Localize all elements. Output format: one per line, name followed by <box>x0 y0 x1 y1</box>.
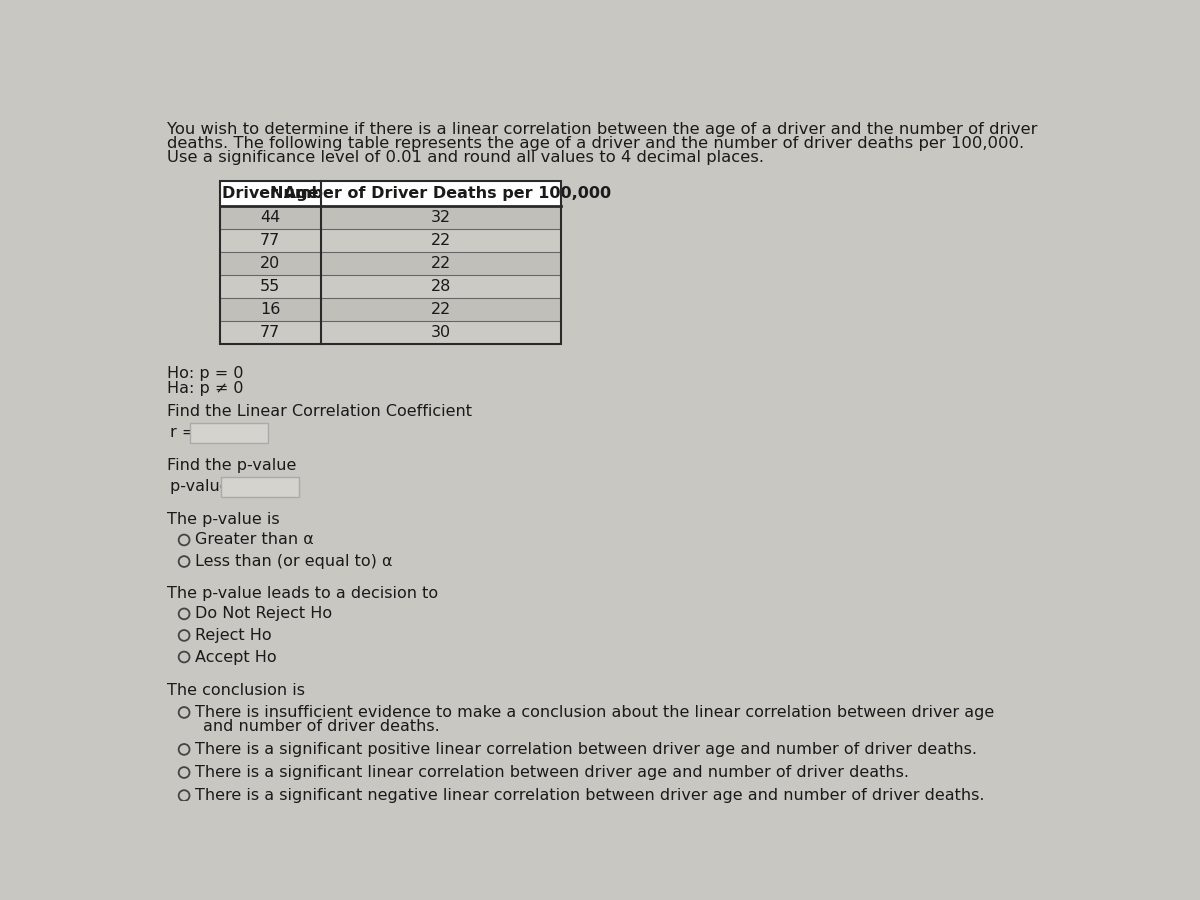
Text: 20: 20 <box>260 256 281 271</box>
Text: 77: 77 <box>260 233 281 248</box>
Text: 28: 28 <box>431 279 451 294</box>
Text: p-value =: p-value = <box>170 480 248 494</box>
Text: 32: 32 <box>431 210 451 225</box>
Text: Do Not Reject Ho: Do Not Reject Ho <box>194 607 332 621</box>
Text: The conclusion is: The conclusion is <box>167 683 305 698</box>
Bar <box>220 229 560 252</box>
Text: deaths. The following table represents the age of a driver and the number of dri: deaths. The following table represents t… <box>167 136 1024 150</box>
Bar <box>191 423 268 443</box>
Text: There is insufficient evidence to make a conclusion about the linear correlation: There is insufficient evidence to make a… <box>194 705 995 720</box>
Text: 16: 16 <box>260 302 281 317</box>
Text: There is a significant linear correlation between driver age and number of drive: There is a significant linear correlatio… <box>194 765 908 780</box>
Text: Ho: p = 0: Ho: p = 0 <box>167 366 244 381</box>
Text: 77: 77 <box>260 325 281 340</box>
Text: 30: 30 <box>431 325 451 340</box>
Bar <box>220 275 560 298</box>
Bar <box>220 206 560 229</box>
Text: 22: 22 <box>431 302 451 317</box>
Text: 22: 22 <box>431 233 451 248</box>
Bar <box>220 252 560 275</box>
Text: 22: 22 <box>431 256 451 271</box>
Text: Reject Ho: Reject Ho <box>194 628 271 643</box>
Bar <box>220 181 560 345</box>
Text: Find the p-value: Find the p-value <box>167 458 296 473</box>
Text: Greater than α: Greater than α <box>194 533 313 547</box>
Bar <box>220 321 560 345</box>
Text: Accept Ho: Accept Ho <box>194 650 276 664</box>
Text: The p-value leads to a decision to: The p-value leads to a decision to <box>167 586 438 601</box>
Text: Number of Driver Deaths per 100,000: Number of Driver Deaths per 100,000 <box>270 186 611 201</box>
Text: and number of driver deaths.: and number of driver deaths. <box>203 719 439 733</box>
Text: Use a significance level of 0.01 and round all values to 4 decimal places.: Use a significance level of 0.01 and rou… <box>167 149 764 165</box>
Text: 44: 44 <box>260 210 281 225</box>
Text: Find the Linear Correlation Coefficient: Find the Linear Correlation Coefficient <box>167 404 472 419</box>
Text: You wish to determine if there is a linear correlation between the age of a driv: You wish to determine if there is a line… <box>167 122 1038 137</box>
Text: There is a significant negative linear correlation between driver age and number: There is a significant negative linear c… <box>194 788 984 803</box>
Bar <box>220 298 560 321</box>
Text: There is a significant positive linear correlation between driver age and number: There is a significant positive linear c… <box>194 742 977 757</box>
Text: Driver Age: Driver Age <box>222 186 318 201</box>
Text: r =: r = <box>170 426 196 440</box>
Bar <box>220 181 560 206</box>
Bar <box>221 477 299 497</box>
Text: Ha: p ≠ 0: Ha: p ≠ 0 <box>167 382 244 396</box>
Text: The p-value is: The p-value is <box>167 512 280 527</box>
Text: 55: 55 <box>260 279 281 294</box>
Text: Less than (or equal to) α: Less than (or equal to) α <box>194 554 392 569</box>
